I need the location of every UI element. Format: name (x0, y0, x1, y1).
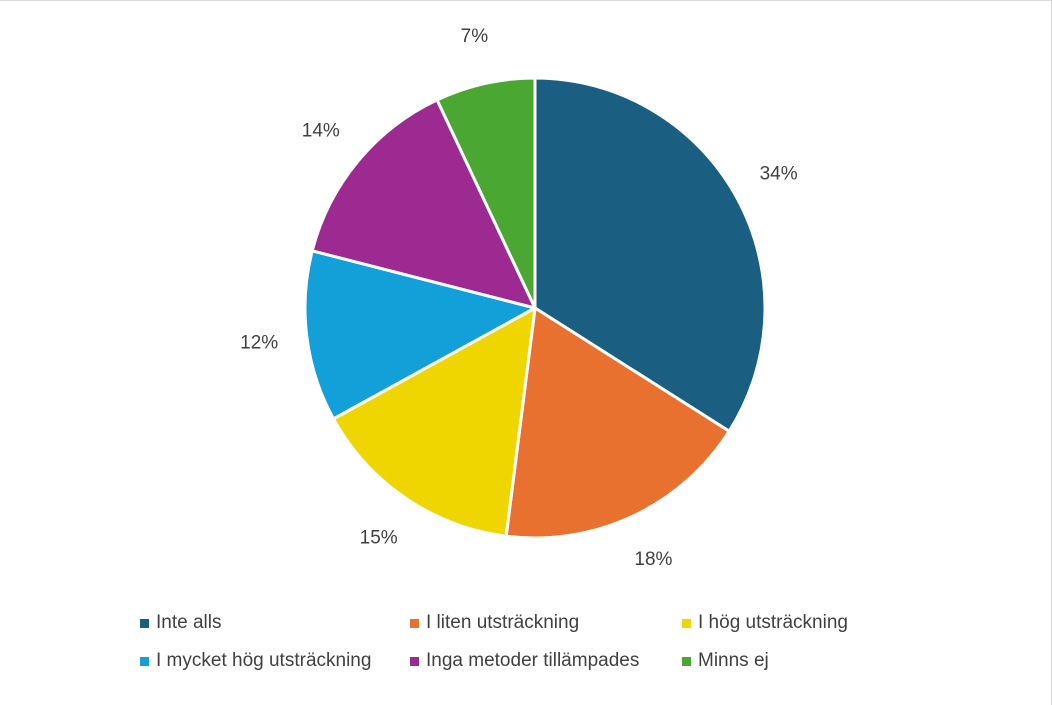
legend-label: I hög utsträckning (698, 612, 848, 633)
legend-item-3: I hög utsträckning (682, 612, 920, 634)
pie-slice-6 (435, 76, 537, 310)
legend-swatch (410, 656, 419, 666)
legend-swatch (140, 618, 149, 628)
data-label-4: 12% (240, 332, 278, 353)
legend-swatch (682, 656, 691, 666)
data-label-2: 18% (634, 549, 672, 570)
legend-label: I mycket hög utsträckning (156, 650, 372, 671)
pie-slice-2 (504, 306, 731, 540)
pie-slice-4 (303, 249, 537, 421)
legend-label: Inga metoder tillämpades (426, 650, 640, 671)
legend-item-1: Inte alls (140, 612, 410, 634)
legend-label: Minns ej (698, 650, 769, 671)
legend-swatch (140, 656, 149, 666)
data-label-5: 14% (302, 120, 340, 141)
data-label-1: 34% (760, 164, 798, 185)
legend-item-6: Minns ej (682, 650, 920, 672)
legend-item-4: I mycket hög utsträckning (140, 650, 410, 672)
pie-slice-3 (331, 306, 537, 538)
legend-swatch (410, 618, 419, 628)
legend-swatch (682, 618, 691, 628)
legend-item-5: Inga metoder tillämpades (410, 650, 682, 672)
data-label-6: 7% (461, 26, 489, 47)
legend-label: Inte alls (156, 612, 222, 633)
pie-slice-5 (310, 98, 537, 310)
legend-item-2: I liten utsträckning (410, 612, 682, 634)
legend-label: I liten utsträckning (426, 612, 580, 633)
data-label-3: 15% (360, 527, 398, 548)
chart-legend: Inte alls I liten utsträckning I hög utstr… (140, 612, 920, 672)
